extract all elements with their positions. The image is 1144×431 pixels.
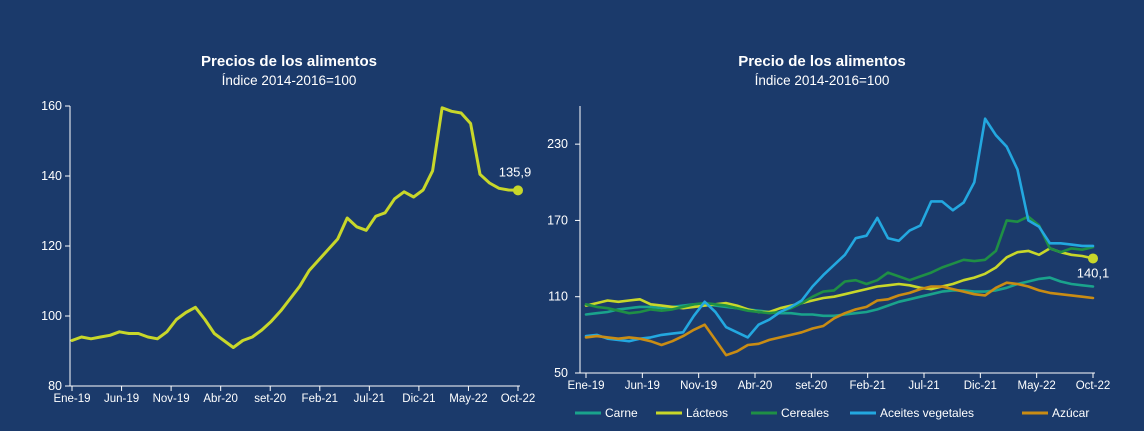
right-chart: 50 110 170 230 Ene-19 Jun-19 Nov-19 Abr-20 set-2… — [547, 106, 1110, 392]
legend-label-lacteos: Lácteos — [686, 406, 728, 420]
right-y-tick-label: 110 — [548, 290, 568, 304]
left-x-tick-label: Jul-21 — [354, 393, 385, 405]
left-x-tick-label: Abr-20 — [203, 393, 238, 405]
left-x-tick-label: Dic-21 — [402, 393, 435, 405]
right-chart-title: Precio de los alimentos — [738, 53, 906, 70]
left-chart-title: Precios de los alimentos — [201, 53, 377, 70]
left-x-tick-label: May-22 — [449, 393, 487, 405]
right-chart-subtitle: Índice 2014-2016=100 — [755, 73, 890, 88]
right-x-tick-label: Nov-19 — [680, 380, 717, 392]
left-series-line-index — [70, 106, 520, 349]
right-x-tick-label: Feb-21 — [849, 380, 885, 392]
left-end-value-label: 135,9 — [499, 164, 532, 179]
right-y-tick-label: 230 — [547, 137, 568, 151]
right-x-tick-label: set-20 — [795, 380, 827, 392]
left-y-tick-label: 140 — [41, 169, 62, 183]
left-x-tick-label: Ene-19 — [53, 393, 90, 405]
right-x-tick-label: Ene-19 — [567, 380, 604, 392]
right-y-tick-label: 170 — [547, 213, 568, 227]
left-x-tick-label: Jun-19 — [104, 393, 139, 405]
legend: Carne Lácteos Cereales Aceites vegetales Azú… — [575, 406, 1089, 420]
legend-label-aceites-vegetales: Aceites vegetales — [880, 406, 974, 420]
right-end-marker — [1088, 253, 1098, 264]
right-x-tick-label: Jun-19 — [625, 380, 660, 392]
left-y-tick-label: 120 — [41, 239, 62, 253]
right-end-value-label: 140,1 — [1077, 265, 1110, 280]
legend-label-azucar: Azúcar — [1052, 406, 1089, 420]
left-y-tick-label: 160 — [41, 99, 62, 113]
left-y-tick-label: 80 — [48, 379, 62, 393]
right-x-tick-label: May-22 — [1017, 380, 1055, 392]
legend-label-cereales: Cereales — [781, 406, 829, 420]
right-x-tick-label: Oct-22 — [1076, 380, 1111, 392]
left-y-tick-label: 100 — [41, 309, 62, 323]
left-x-tick-label: set-20 — [254, 393, 286, 405]
left-chart-subtitle: Índice 2014-2016=100 — [222, 73, 357, 88]
left-x-tick-label: Feb-21 — [302, 393, 338, 405]
right-series-line-aceites-vegetales — [584, 117, 1095, 343]
right-x-tick-label: Dic-21 — [964, 380, 997, 392]
left-x-tick-label: Nov-19 — [153, 393, 190, 405]
right-x-tick-label: Jul-21 — [908, 380, 939, 392]
right-y-tick-label: 50 — [554, 366, 568, 380]
right-series-line-azucar — [584, 281, 1095, 357]
legend-label-carne: Carne — [605, 406, 638, 420]
left-x-tick-label: Oct-22 — [501, 393, 536, 405]
right-series-line-lacteos — [584, 247, 1095, 314]
left-end-marker — [513, 185, 523, 196]
right-series-line-cereales — [584, 215, 1095, 315]
right-x-tick-label: Abr-20 — [738, 380, 773, 392]
left-chart: 80 100 120 140 160 Ene-19 Jun-19 Nov-19 Abr-20 se… — [41, 99, 535, 405]
